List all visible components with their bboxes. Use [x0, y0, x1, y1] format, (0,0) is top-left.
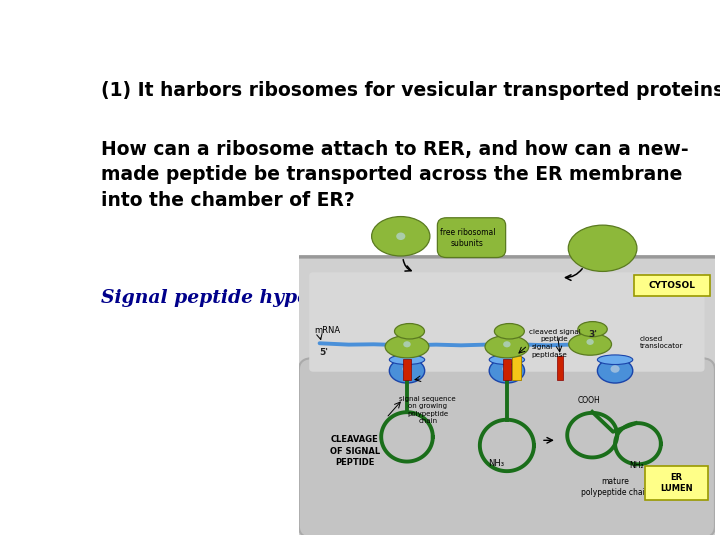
Text: NH₂: NH₂	[630, 461, 644, 470]
Ellipse shape	[578, 322, 607, 337]
Ellipse shape	[611, 365, 620, 373]
FancyBboxPatch shape	[513, 356, 521, 380]
Text: How can a ribosome attach to RER, and how can a new-
made peptide be transported: How can a ribosome attach to RER, and ho…	[101, 140, 689, 210]
Ellipse shape	[395, 323, 425, 339]
Ellipse shape	[503, 365, 511, 373]
Ellipse shape	[568, 225, 637, 272]
Ellipse shape	[402, 365, 412, 373]
Text: closed
translocator: closed translocator	[640, 336, 683, 349]
FancyBboxPatch shape	[437, 218, 505, 258]
Text: free ribosomal
subunits: free ribosomal subunits	[440, 228, 495, 248]
Ellipse shape	[598, 359, 633, 383]
FancyBboxPatch shape	[299, 358, 715, 538]
Ellipse shape	[489, 359, 525, 383]
Text: (1) It harbors ribosomes for vesicular transported proteins: (1) It harbors ribosomes for vesicular t…	[101, 82, 720, 100]
Ellipse shape	[385, 335, 429, 358]
FancyBboxPatch shape	[557, 356, 564, 380]
Text: 3': 3'	[588, 330, 597, 340]
Text: ER
LUMEN: ER LUMEN	[660, 473, 693, 492]
Text: mature
polypeptide chain: mature polypeptide chain	[581, 477, 649, 497]
Text: 5': 5'	[320, 348, 328, 356]
Ellipse shape	[495, 323, 524, 339]
Ellipse shape	[489, 355, 525, 365]
Ellipse shape	[598, 355, 633, 365]
Ellipse shape	[372, 217, 430, 256]
Text: COOH: COOH	[577, 396, 600, 404]
Text: CLEAVAGE
OF SIGNAL
PEPTIDE: CLEAVAGE OF SIGNAL PEPTIDE	[330, 435, 380, 467]
FancyBboxPatch shape	[503, 359, 510, 380]
FancyBboxPatch shape	[644, 465, 708, 500]
FancyBboxPatch shape	[309, 272, 705, 372]
FancyBboxPatch shape	[634, 275, 711, 296]
Ellipse shape	[485, 335, 528, 358]
Text: signal sequence
on growing
polypeptide
chain: signal sequence on growing polypeptide c…	[400, 396, 456, 424]
Ellipse shape	[396, 233, 405, 240]
Ellipse shape	[403, 341, 410, 347]
Text: mRNA: mRNA	[315, 326, 341, 335]
Text: CYTOSOL: CYTOSOL	[649, 281, 696, 290]
Text: Signal peptide hypothesis: Signal peptide hypothesis	[101, 289, 372, 307]
Text: cleaved signal
peptide: cleaved signal peptide	[529, 329, 580, 342]
Ellipse shape	[390, 355, 425, 365]
FancyBboxPatch shape	[403, 359, 410, 380]
Ellipse shape	[390, 359, 425, 383]
Text: signal
peptidase: signal peptidase	[532, 345, 568, 358]
Text: NH₃: NH₃	[488, 459, 504, 468]
Ellipse shape	[569, 333, 611, 355]
Ellipse shape	[587, 339, 594, 345]
FancyBboxPatch shape	[282, 257, 720, 540]
Ellipse shape	[503, 341, 510, 347]
